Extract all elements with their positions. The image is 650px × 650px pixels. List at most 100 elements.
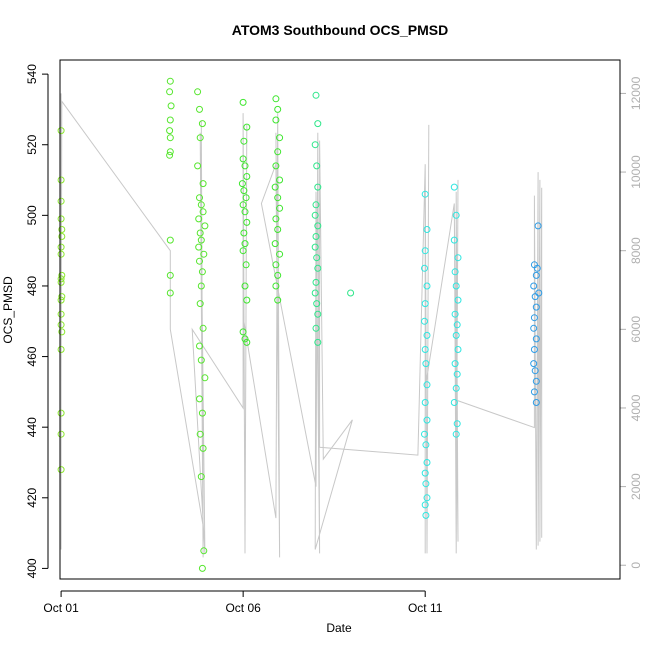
data-point bbox=[312, 201, 320, 209]
data-point bbox=[530, 360, 538, 368]
data-point bbox=[57, 176, 65, 184]
axes-layer: 400 420 440 460 480 500 520 540 Oct 01 Oct 06 Oct … bbox=[25, 64, 643, 615]
data-point bbox=[272, 261, 280, 269]
data-point bbox=[532, 377, 540, 385]
data-point bbox=[423, 459, 431, 466]
data-point bbox=[271, 240, 279, 248]
data-point bbox=[199, 208, 207, 216]
data-point bbox=[452, 331, 460, 339]
data-point bbox=[530, 314, 538, 322]
data-point bbox=[241, 282, 249, 290]
data-point bbox=[241, 240, 249, 248]
data-point bbox=[57, 275, 65, 283]
y-tick-label: 540 bbox=[25, 64, 39, 84]
data-point bbox=[313, 162, 321, 170]
data-point bbox=[451, 310, 459, 318]
data-point bbox=[194, 162, 202, 170]
plot-frame bbox=[59, 59, 621, 580]
data-point bbox=[240, 229, 248, 237]
data-point bbox=[347, 289, 355, 297]
data-point bbox=[239, 98, 247, 106]
data-point bbox=[314, 120, 322, 128]
data-point bbox=[198, 409, 206, 417]
data-point bbox=[57, 466, 65, 474]
data-point bbox=[196, 105, 203, 113]
y-tick-label: 480 bbox=[25, 276, 39, 296]
data-point bbox=[421, 300, 429, 308]
data-point bbox=[196, 395, 203, 403]
data-point bbox=[450, 236, 458, 244]
data-point bbox=[199, 324, 207, 332]
data-point bbox=[195, 215, 203, 223]
data-point bbox=[166, 271, 174, 279]
data-point bbox=[423, 331, 431, 339]
data-point bbox=[57, 243, 65, 251]
data-point bbox=[57, 430, 65, 438]
data-point bbox=[314, 222, 322, 230]
data-point bbox=[423, 282, 431, 290]
data-point bbox=[196, 134, 204, 142]
data-point bbox=[421, 346, 429, 353]
data-point bbox=[421, 190, 429, 198]
data-point bbox=[196, 342, 203, 350]
data-point bbox=[314, 338, 322, 346]
data-point bbox=[276, 176, 284, 184]
data-point bbox=[276, 250, 284, 258]
data-point bbox=[313, 254, 321, 262]
data-point bbox=[58, 293, 66, 301]
data-point bbox=[451, 360, 459, 368]
data-point bbox=[534, 222, 542, 230]
data-point bbox=[454, 346, 462, 353]
data-point bbox=[195, 243, 203, 251]
data-point bbox=[199, 180, 207, 188]
data-point bbox=[535, 289, 543, 297]
data-point bbox=[272, 282, 280, 290]
data-point bbox=[58, 271, 66, 279]
data-point bbox=[530, 388, 538, 396]
data-point bbox=[57, 296, 65, 304]
data-point bbox=[421, 317, 428, 325]
data-point bbox=[198, 268, 206, 276]
data-point bbox=[196, 257, 203, 265]
data-point bbox=[421, 247, 429, 255]
data-point bbox=[201, 374, 209, 382]
y-tick-label: 500 bbox=[25, 205, 39, 225]
y-tick-label: 400 bbox=[25, 558, 39, 578]
data-point bbox=[166, 151, 174, 159]
data-point bbox=[197, 282, 205, 290]
data-point bbox=[532, 335, 540, 343]
data-point bbox=[58, 226, 66, 233]
data-point bbox=[57, 310, 65, 318]
data-point bbox=[311, 289, 319, 297]
data-point bbox=[423, 226, 431, 233]
data-point bbox=[530, 324, 538, 332]
chart-title: ATOM3 Southbound OCS_PMSD bbox=[232, 22, 448, 38]
data-point bbox=[197, 236, 205, 244]
data-point bbox=[241, 208, 249, 216]
data-point bbox=[196, 229, 204, 237]
data-point bbox=[311, 211, 319, 219]
data-point bbox=[422, 360, 430, 368]
data-point bbox=[272, 95, 280, 103]
x-tick-label: Oct 01 bbox=[43, 601, 79, 615]
data-point bbox=[199, 444, 207, 452]
y-tick-label: 520 bbox=[25, 134, 39, 154]
data-point bbox=[166, 77, 174, 85]
data-point bbox=[196, 194, 203, 202]
data-point bbox=[274, 226, 282, 233]
data-point bbox=[421, 469, 429, 477]
data-point bbox=[452, 211, 460, 219]
data-point bbox=[57, 321, 65, 329]
data-point bbox=[533, 264, 541, 272]
data-point bbox=[454, 296, 462, 304]
y-axis-label: OCS_PMSD bbox=[1, 276, 15, 344]
data-point bbox=[242, 261, 250, 269]
data-point bbox=[57, 197, 65, 205]
data-point bbox=[201, 222, 209, 230]
data-point bbox=[58, 328, 66, 336]
data-point bbox=[58, 233, 66, 240]
data-point bbox=[314, 183, 322, 191]
data-point bbox=[454, 254, 462, 262]
data-point bbox=[239, 155, 247, 163]
